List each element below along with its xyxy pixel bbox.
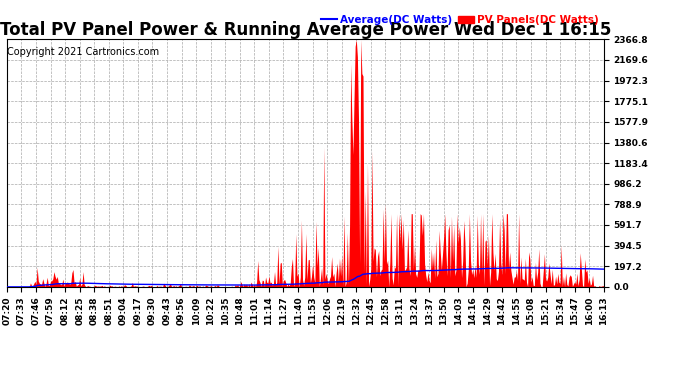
Text: Copyright 2021 Cartronics.com: Copyright 2021 Cartronics.com <box>8 47 159 57</box>
Legend: Average(DC Watts), PV Panels(DC Watts): Average(DC Watts), PV Panels(DC Watts) <box>321 15 598 25</box>
Title: Total PV Panel Power & Running Average Power Wed Dec 1 16:15: Total PV Panel Power & Running Average P… <box>0 21 611 39</box>
